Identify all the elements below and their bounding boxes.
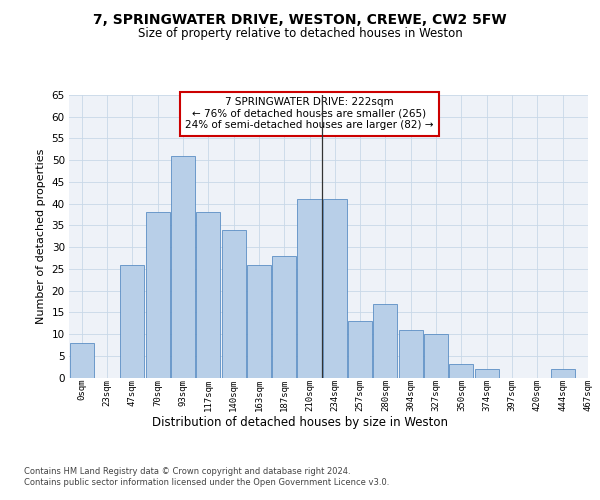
Bar	[399, 330, 423, 378]
Bar	[551, 369, 575, 378]
Bar	[373, 304, 397, 378]
Bar	[323, 200, 347, 378]
Bar	[146, 212, 170, 378]
Bar	[298, 200, 322, 378]
Bar	[196, 212, 220, 378]
Bar	[449, 364, 473, 378]
Y-axis label: Number of detached properties: Number of detached properties	[36, 148, 46, 324]
Bar	[171, 156, 195, 378]
Bar	[475, 369, 499, 378]
Bar	[424, 334, 448, 378]
Bar	[221, 230, 245, 378]
Bar	[272, 256, 296, 378]
Text: Distribution of detached houses by size in Weston: Distribution of detached houses by size …	[152, 416, 448, 429]
Bar	[348, 321, 372, 378]
Text: Size of property relative to detached houses in Weston: Size of property relative to detached ho…	[137, 28, 463, 40]
Bar	[70, 342, 94, 378]
Text: 7 SPRINGWATER DRIVE: 222sqm
← 76% of detached houses are smaller (265)
24% of se: 7 SPRINGWATER DRIVE: 222sqm ← 76% of det…	[185, 97, 434, 130]
Bar	[247, 264, 271, 378]
Text: 7, SPRINGWATER DRIVE, WESTON, CREWE, CW2 5FW: 7, SPRINGWATER DRIVE, WESTON, CREWE, CW2…	[93, 12, 507, 26]
Text: Contains HM Land Registry data © Crown copyright and database right 2024.
Contai: Contains HM Land Registry data © Crown c…	[24, 468, 389, 487]
Bar	[120, 264, 145, 378]
